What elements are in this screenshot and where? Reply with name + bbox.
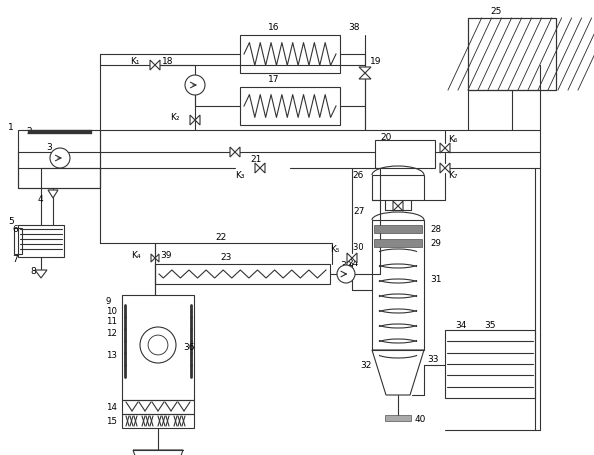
Text: 40: 40 xyxy=(415,415,426,425)
Polygon shape xyxy=(398,201,403,211)
Bar xyxy=(468,18,556,90)
Text: 14: 14 xyxy=(106,403,117,411)
Bar xyxy=(374,225,422,233)
Bar xyxy=(155,264,330,284)
Text: 21: 21 xyxy=(250,156,261,165)
Bar xyxy=(122,414,194,428)
Polygon shape xyxy=(359,67,371,73)
Text: K₄: K₄ xyxy=(131,251,141,259)
Text: K₃: K₃ xyxy=(235,171,245,180)
Text: 30: 30 xyxy=(340,261,352,269)
Text: 2: 2 xyxy=(26,127,31,136)
Circle shape xyxy=(140,327,176,363)
Polygon shape xyxy=(445,163,450,173)
Text: 18: 18 xyxy=(162,57,173,66)
Text: 35: 35 xyxy=(484,320,495,329)
Polygon shape xyxy=(445,143,450,153)
Polygon shape xyxy=(35,270,47,278)
Polygon shape xyxy=(155,254,159,262)
Bar xyxy=(468,18,556,90)
Text: 17: 17 xyxy=(268,76,280,85)
Text: 4: 4 xyxy=(38,196,43,204)
Text: K₆: K₆ xyxy=(448,136,457,145)
Text: 39: 39 xyxy=(160,251,172,259)
Polygon shape xyxy=(150,60,155,70)
Polygon shape xyxy=(359,73,371,79)
Text: 33: 33 xyxy=(427,355,438,364)
Polygon shape xyxy=(352,253,357,263)
Polygon shape xyxy=(190,115,195,125)
Text: K₁: K₁ xyxy=(130,57,140,66)
Text: 16: 16 xyxy=(268,24,280,32)
Bar xyxy=(122,295,194,400)
Polygon shape xyxy=(155,60,160,70)
Text: 11: 11 xyxy=(106,318,117,327)
Text: 5: 5 xyxy=(8,217,14,227)
Text: 27: 27 xyxy=(353,207,364,217)
Polygon shape xyxy=(440,163,445,173)
Text: 10: 10 xyxy=(106,308,117,317)
Text: 36: 36 xyxy=(183,343,194,352)
Text: 20: 20 xyxy=(380,133,391,142)
Polygon shape xyxy=(393,201,398,211)
Bar xyxy=(372,220,424,350)
Polygon shape xyxy=(255,163,260,173)
Bar xyxy=(122,400,194,414)
Polygon shape xyxy=(48,190,58,198)
Text: 30: 30 xyxy=(353,243,366,253)
Bar xyxy=(240,87,340,125)
Circle shape xyxy=(337,265,355,283)
Text: K₂: K₂ xyxy=(170,113,179,122)
Text: 26: 26 xyxy=(352,171,364,180)
Polygon shape xyxy=(347,253,352,263)
Text: 15: 15 xyxy=(106,416,117,425)
Text: 8: 8 xyxy=(30,268,36,277)
Bar xyxy=(18,225,64,257)
Text: 31: 31 xyxy=(430,275,441,284)
Text: 19: 19 xyxy=(370,57,381,66)
Text: K₅: K₅ xyxy=(330,246,340,254)
Polygon shape xyxy=(151,254,155,262)
Text: 3: 3 xyxy=(46,143,52,152)
Text: 22: 22 xyxy=(215,233,226,242)
Polygon shape xyxy=(195,115,200,125)
Polygon shape xyxy=(260,163,265,173)
Text: 24: 24 xyxy=(347,258,358,268)
Text: K₇: K₇ xyxy=(448,171,457,180)
Bar xyxy=(18,130,100,188)
Text: 6: 6 xyxy=(12,226,18,234)
Text: 34: 34 xyxy=(455,320,466,329)
Bar xyxy=(445,330,535,398)
Bar xyxy=(374,239,422,247)
Circle shape xyxy=(185,75,205,95)
Bar xyxy=(240,35,340,73)
Bar xyxy=(14,228,22,254)
Text: 25: 25 xyxy=(490,7,501,16)
Text: 1: 1 xyxy=(8,122,14,131)
Bar xyxy=(385,415,411,421)
Bar xyxy=(375,140,435,168)
Text: 23: 23 xyxy=(220,253,232,263)
Polygon shape xyxy=(440,143,445,153)
Text: 28: 28 xyxy=(430,224,441,233)
Text: 38: 38 xyxy=(348,24,359,32)
Bar xyxy=(372,175,424,200)
Text: 13: 13 xyxy=(106,350,117,359)
Polygon shape xyxy=(235,147,240,157)
Bar xyxy=(28,130,92,134)
Text: 32: 32 xyxy=(360,360,371,369)
Text: 9: 9 xyxy=(106,298,112,307)
Circle shape xyxy=(50,148,70,168)
Polygon shape xyxy=(230,147,235,157)
Text: 29: 29 xyxy=(430,238,441,248)
Text: 12: 12 xyxy=(106,329,117,338)
Text: 7: 7 xyxy=(12,256,18,264)
